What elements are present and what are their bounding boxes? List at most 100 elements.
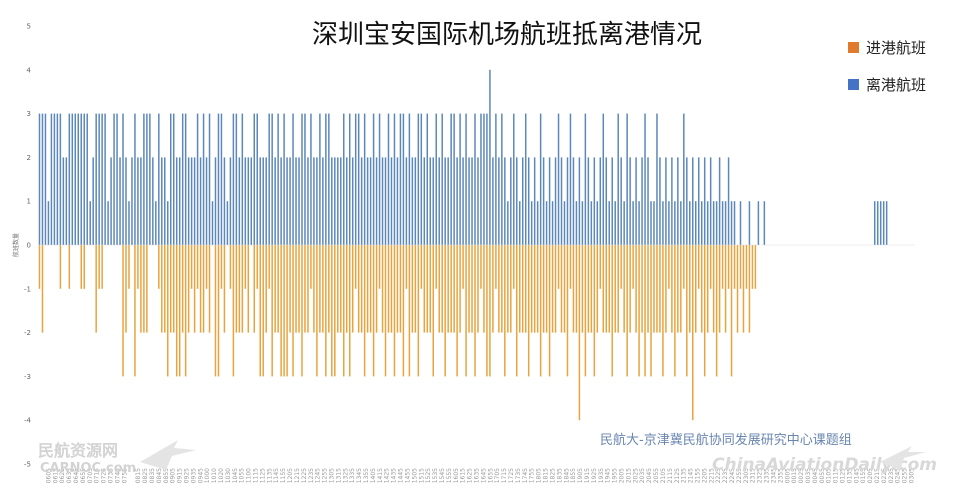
departure-bar — [456, 157, 458, 245]
arrival-bar — [748, 245, 751, 333]
x-tick-label: 0145 — [853, 468, 860, 483]
x-tick-label: 1735 — [515, 468, 522, 483]
x-tick-label: 1625 — [467, 468, 474, 483]
departure-bar — [390, 157, 393, 245]
departure-bar — [220, 113, 223, 245]
x-axis-ticks: 0605 0615 0625 0635 0645 0655 0705 0715 0725 0735… — [45, 468, 915, 483]
arrival-bar — [527, 245, 530, 377]
departure-bar — [510, 157, 512, 245]
x-tick-label: 1615 — [460, 468, 467, 483]
arrival-bar — [724, 245, 727, 333]
arrival-bar — [137, 245, 139, 289]
x-tick-label: 0945 — [197, 468, 204, 483]
arrival-bar — [697, 245, 700, 289]
x-tick-label: 0015 — [791, 468, 798, 483]
arrival-bar — [706, 245, 709, 333]
departure-bar — [187, 157, 190, 245]
departure-bar — [524, 113, 527, 245]
arrival-bar — [271, 245, 273, 377]
arrival-bar — [668, 245, 670, 289]
departure-bar — [659, 157, 661, 245]
arrival-bar — [196, 245, 199, 289]
arrival-bar — [513, 245, 515, 289]
departure-bar — [325, 113, 327, 245]
arrival-bar — [140, 245, 142, 333]
arrival-bar — [122, 245, 124, 377]
arrival-bar — [214, 245, 217, 377]
arrival-bar — [674, 245, 676, 377]
departure-bar — [74, 113, 77, 245]
watermark-left-text: 民航资源网 — [38, 441, 118, 460]
x-tick-label: 1605 — [453, 468, 460, 483]
departure-bar — [328, 113, 330, 245]
departure-bar — [235, 113, 238, 245]
departure-bar — [363, 113, 366, 245]
departure-bar — [417, 113, 420, 245]
x-tick-label: 0625 — [59, 468, 66, 483]
departure-bar — [885, 201, 888, 245]
x-tick-label: 1325 — [342, 468, 349, 483]
departure-bar — [602, 113, 605, 245]
departure-bar — [140, 157, 142, 245]
x-tick-label: 2335 — [764, 468, 771, 483]
departure-bar — [292, 113, 294, 245]
x-tick-label: 2145 — [688, 468, 695, 483]
x-tick-label: 0005 — [784, 468, 791, 483]
x-tick-label: 0745 — [114, 468, 121, 483]
departure-bar — [137, 157, 139, 245]
departure-bar — [695, 201, 697, 245]
arrival-bar — [429, 245, 432, 333]
arrival-bar — [223, 245, 226, 333]
departure-bar — [80, 113, 82, 245]
arrival-bar — [125, 245, 127, 333]
departure-bar — [423, 157, 426, 245]
departure-bar — [77, 113, 80, 245]
arrival-bar — [363, 245, 366, 377]
x-tick-label: 1635 — [474, 468, 481, 483]
arrival-bar — [444, 245, 446, 377]
departure-bar — [480, 113, 482, 245]
arrival-bar — [265, 245, 267, 333]
x-tick-label: 2205 — [701, 468, 708, 483]
x-tick-label: 0725 — [101, 468, 108, 483]
arrival-bar — [101, 245, 103, 289]
x-tick-label: 0035 — [805, 468, 812, 483]
arrival-bar — [501, 245, 503, 333]
departure-bar — [161, 157, 163, 245]
arrival-bar — [417, 245, 420, 377]
arrival-bar — [426, 245, 429, 333]
x-tick-label: 0155 — [860, 468, 867, 483]
departure-bar — [527, 157, 530, 245]
arrival-bar — [143, 245, 145, 333]
departure-bar — [95, 113, 97, 245]
arrival-bar — [304, 245, 306, 333]
arrival-bar — [325, 245, 327, 377]
x-tick-label: 1245 — [315, 468, 322, 483]
x-tick-label: 1235 — [308, 468, 315, 483]
x-tick-label: 2345 — [770, 468, 777, 483]
departure-bar — [250, 157, 253, 245]
y-tick-label: -2 — [24, 329, 31, 337]
departure-bar — [507, 201, 509, 245]
x-tick-label: 1935 — [598, 468, 605, 483]
arrival-bar — [220, 245, 223, 289]
departure-bar — [733, 201, 736, 245]
departure-bar — [348, 113, 351, 245]
departure-bar — [143, 113, 145, 245]
x-tick-label: 0205 — [867, 468, 874, 483]
arrival-bar — [554, 245, 557, 333]
legend: 进港航班 离港航班 — [848, 39, 926, 94]
departure-bar — [563, 201, 566, 245]
arrival-bar — [521, 245, 524, 333]
departure-bar — [369, 157, 372, 245]
departure-bar — [229, 157, 232, 245]
x-tick-label: 0755 — [121, 468, 128, 483]
departure-bar — [131, 157, 133, 245]
departure-bar — [739, 201, 742, 245]
arrival-bar — [217, 245, 220, 377]
departure-bar — [501, 113, 503, 245]
arrival-bar — [545, 245, 548, 333]
departure-bar — [298, 157, 300, 245]
x-tick-label: 1905 — [577, 468, 584, 483]
